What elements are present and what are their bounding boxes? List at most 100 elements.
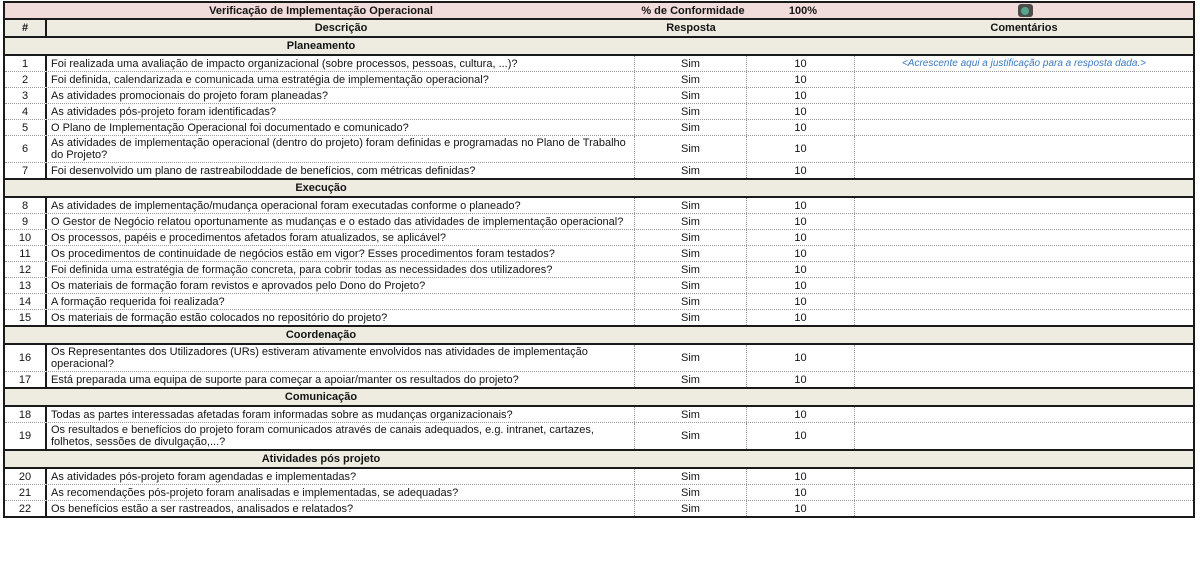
row-number-cell: 3 (5, 88, 47, 103)
description-cell: Os Representantes dos Utilizadores (URs)… (47, 345, 635, 371)
response-cell[interactable]: Sim (635, 294, 747, 309)
row-number-cell: 1 (5, 56, 47, 71)
comment-cell[interactable] (855, 88, 1193, 103)
description-cell: Os benefícios estão a ser rastreados, an… (47, 501, 635, 516)
comment-cell[interactable] (855, 407, 1193, 422)
comment-cell[interactable] (855, 198, 1193, 213)
score-cell[interactable]: 10 (747, 501, 855, 516)
response-cell[interactable]: Sim (635, 262, 747, 277)
comment-cell[interactable] (855, 163, 1193, 178)
table-row: 19 Os resultados e benefícios do projeto … (5, 423, 1193, 449)
section-title: Atividades pós projeto (261, 453, 381, 465)
score-cell[interactable]: 10 (747, 262, 855, 277)
score-cell[interactable]: 10 (747, 423, 855, 449)
section-header-filler (637, 327, 1193, 343)
score-cell[interactable]: 10 (747, 407, 855, 422)
response-cell[interactable]: Sim (635, 136, 747, 162)
comment-cell[interactable] (855, 136, 1193, 162)
section-title: Planeamento (286, 40, 356, 52)
comment-cell[interactable] (855, 423, 1193, 449)
table-row: 4 As atividades pós-projeto foram identif… (5, 104, 1193, 120)
comment-cell[interactable] (855, 104, 1193, 119)
response-cell[interactable]: Sim (635, 230, 747, 245)
table-row: 2 Foi definida, calendarizada e comunicad… (5, 72, 1193, 88)
comment-cell[interactable] (855, 230, 1193, 245)
response-cell[interactable]: Sim (635, 501, 747, 516)
status-indicator-icon (1017, 4, 1033, 17)
score-cell[interactable]: 10 (747, 104, 855, 119)
response-cell[interactable]: Sim (635, 310, 747, 325)
section-header-row: Comunicação (5, 387, 1193, 407)
response-cell[interactable]: Sim (635, 278, 747, 293)
response-cell[interactable]: Sim (635, 120, 747, 135)
score-cell[interactable]: 10 (747, 294, 855, 309)
comment-cell[interactable] (855, 278, 1193, 293)
score-cell[interactable]: 10 (747, 198, 855, 213)
description-cell: As atividades pós-projeto foram identifi… (47, 104, 635, 119)
comment-cell[interactable] (855, 372, 1193, 387)
score-cell[interactable]: 10 (747, 136, 855, 162)
section-header-filler (637, 180, 1193, 196)
score-cell[interactable]: 10 (747, 230, 855, 245)
comment-cell[interactable] (855, 262, 1193, 277)
comment-cell[interactable] (855, 310, 1193, 325)
comment-cell[interactable] (855, 246, 1193, 261)
checklist-body: Planeamento 1 Foi realizada uma avaliação … (5, 36, 1193, 516)
score-cell[interactable]: 10 (747, 485, 855, 500)
table-row: 15 Os materiais de formação estão colocad… (5, 310, 1193, 325)
score-cell[interactable]: 10 (747, 372, 855, 387)
row-number-cell: 10 (5, 230, 47, 245)
comment-cell[interactable] (855, 214, 1193, 229)
table-row: 8 As atividades de implementação/mudança … (5, 198, 1193, 214)
comment-cell[interactable] (855, 345, 1193, 371)
description-cell: Foi definida, calendarizada e comunicada… (47, 72, 635, 87)
response-cell[interactable]: Sim (635, 214, 747, 229)
table-row: 16 Os Representantes dos Utilizadores (UR… (5, 345, 1193, 372)
response-cell[interactable]: Sim (635, 423, 747, 449)
description-cell: As atividades de implementação/mudança o… (47, 198, 635, 213)
score-cell[interactable]: 10 (747, 56, 855, 71)
score-cell[interactable]: 10 (747, 88, 855, 103)
page-title: Verificação de Implementação Operacional (209, 4, 433, 17)
comment-cell[interactable]: <Acrescente aqui a justificação para a r… (901, 57, 1147, 69)
table-row: 7 Foi desenvolvido um plano de rastreabil… (5, 163, 1193, 178)
response-cell[interactable]: Sim (635, 198, 747, 213)
score-cell[interactable]: 10 (747, 163, 855, 178)
response-cell[interactable]: Sim (635, 345, 747, 371)
score-cell[interactable]: 10 (747, 310, 855, 325)
response-cell[interactable]: Sim (635, 104, 747, 119)
description-cell: O Gestor de Negócio relatou oportunament… (47, 214, 635, 229)
response-cell[interactable]: Sim (635, 246, 747, 261)
score-cell[interactable]: 10 (747, 278, 855, 293)
score-cell[interactable]: 10 (747, 246, 855, 261)
score-cell[interactable]: 10 (747, 345, 855, 371)
response-cell[interactable]: Sim (635, 372, 747, 387)
row-number-cell: 21 (5, 485, 47, 500)
comment-cell[interactable] (855, 294, 1193, 309)
response-cell[interactable]: Sim (635, 407, 747, 422)
comment-cell[interactable] (855, 469, 1193, 484)
table-row: 21 As recomendações pós-projeto foram ana… (5, 485, 1193, 501)
row-number-cell: 14 (5, 294, 47, 309)
response-cell[interactable]: Sim (635, 88, 747, 103)
comment-cell[interactable] (855, 72, 1193, 87)
row-number-cell: 18 (5, 407, 47, 422)
score-cell[interactable]: 10 (747, 72, 855, 87)
score-cell[interactable]: 10 (747, 120, 855, 135)
description-cell: As atividades promocionais do projeto fo… (47, 88, 635, 103)
response-cell[interactable]: Sim (635, 469, 747, 484)
section-header-filler (637, 389, 1193, 405)
row-number-cell: 11 (5, 246, 47, 261)
section-header-filler (637, 38, 1193, 54)
response-cell[interactable]: Sim (635, 485, 747, 500)
response-cell[interactable]: Sim (635, 56, 747, 71)
score-cell[interactable]: 10 (747, 469, 855, 484)
score-cell[interactable]: 10 (747, 214, 855, 229)
table-row: 1 Foi realizada uma avaliação de impacto … (5, 56, 1193, 72)
response-cell[interactable]: Sim (635, 163, 747, 178)
response-cell[interactable]: Sim (635, 72, 747, 87)
comment-cell[interactable] (855, 485, 1193, 500)
section-execução: Execução 8 As atividades de implementação/… (5, 178, 1193, 325)
comment-cell[interactable] (855, 501, 1193, 516)
comment-cell[interactable] (855, 120, 1193, 135)
